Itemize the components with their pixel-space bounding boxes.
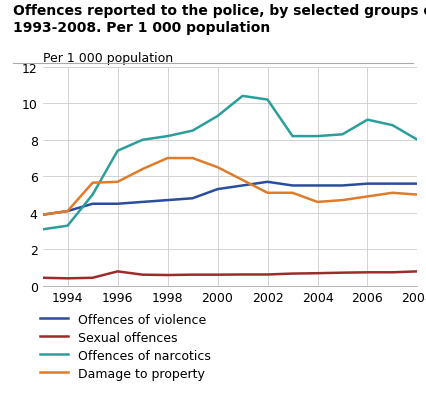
- Offences of narcotics: [265, 98, 270, 103]
- Offences of narcotics: [365, 118, 370, 123]
- Line: Offences of violence: Offences of violence: [43, 182, 417, 215]
- Damage to property: [265, 191, 270, 196]
- Offences of narcotics: [65, 224, 70, 229]
- Text: Offences reported to the police, by selected groups of offences.
1993-2008. Per : Offences reported to the police, by sele…: [13, 4, 426, 35]
- Sexual offences: [240, 272, 245, 277]
- Offences of narcotics: [190, 129, 195, 134]
- Damage to property: [340, 198, 345, 203]
- Offences of violence: [340, 184, 345, 189]
- Sexual offences: [40, 276, 45, 281]
- Offences of narcotics: [140, 138, 145, 143]
- Sexual offences: [115, 269, 120, 274]
- Damage to property: [390, 191, 395, 196]
- Offences of narcotics: [115, 149, 120, 154]
- Sexual offences: [315, 271, 320, 276]
- Offences of narcotics: [165, 134, 170, 139]
- Sexual offences: [140, 272, 145, 277]
- Offences of narcotics: [90, 193, 95, 198]
- Offences of violence: [215, 187, 220, 192]
- Offences of violence: [390, 182, 395, 187]
- Sexual offences: [290, 272, 295, 276]
- Offences of violence: [290, 184, 295, 189]
- Damage to property: [190, 156, 195, 161]
- Offences of violence: [140, 200, 145, 205]
- Damage to property: [365, 195, 370, 200]
- Offences of narcotics: [240, 94, 245, 99]
- Damage to property: [240, 178, 245, 183]
- Line: Damage to property: Damage to property: [43, 159, 417, 215]
- Sexual offences: [365, 270, 370, 275]
- Sexual offences: [215, 272, 220, 277]
- Damage to property: [165, 156, 170, 161]
- Damage to property: [140, 167, 145, 172]
- Offences of violence: [190, 196, 195, 201]
- Damage to property: [215, 165, 220, 170]
- Line: Offences of narcotics: Offences of narcotics: [43, 97, 417, 230]
- Damage to property: [315, 200, 320, 205]
- Offences of violence: [165, 198, 170, 203]
- Sexual offences: [90, 276, 95, 281]
- Sexual offences: [165, 273, 170, 278]
- Offences of violence: [315, 184, 320, 189]
- Text: Per 1 000 population: Per 1 000 population: [43, 52, 173, 65]
- Damage to property: [415, 193, 420, 198]
- Offences of violence: [240, 184, 245, 189]
- Offences of narcotics: [390, 124, 395, 128]
- Sexual offences: [340, 270, 345, 275]
- Sexual offences: [190, 272, 195, 277]
- Offences of violence: [90, 202, 95, 207]
- Damage to property: [90, 181, 95, 186]
- Sexual offences: [65, 276, 70, 281]
- Offences of violence: [65, 209, 70, 214]
- Offences of narcotics: [315, 134, 320, 139]
- Offences of narcotics: [290, 134, 295, 139]
- Sexual offences: [390, 270, 395, 275]
- Offences of violence: [415, 182, 420, 187]
- Offences of narcotics: [215, 114, 220, 119]
- Damage to property: [115, 180, 120, 185]
- Offences of violence: [365, 182, 370, 187]
- Legend: Offences of violence, Sexual offences, Offences of narcotics, Damage to property: Offences of violence, Sexual offences, O…: [35, 308, 216, 385]
- Offences of violence: [115, 202, 120, 207]
- Sexual offences: [415, 269, 420, 274]
- Damage to property: [290, 191, 295, 196]
- Offences of violence: [40, 213, 45, 218]
- Offences of narcotics: [340, 133, 345, 137]
- Damage to property: [65, 209, 70, 214]
- Offences of narcotics: [415, 138, 420, 143]
- Offences of narcotics: [40, 227, 45, 232]
- Sexual offences: [265, 272, 270, 277]
- Damage to property: [40, 213, 45, 218]
- Line: Sexual offences: Sexual offences: [43, 272, 417, 279]
- Offences of violence: [265, 180, 270, 185]
